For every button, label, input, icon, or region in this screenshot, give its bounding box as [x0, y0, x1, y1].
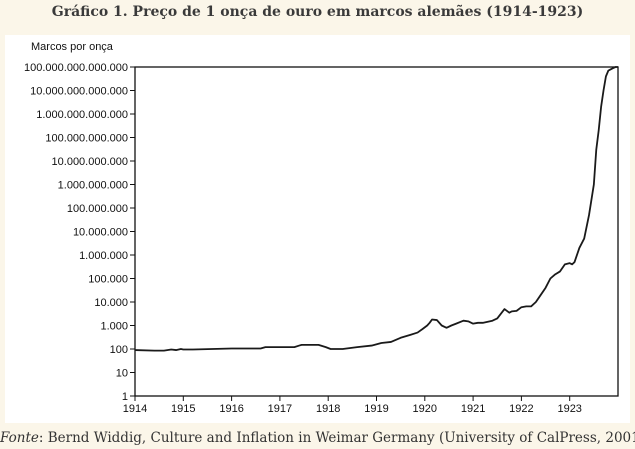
y-tick-label: 1.000.000.000: [58, 180, 128, 192]
y-tick-label: 1: [122, 391, 128, 403]
y-tick-label: 10.000.000: [73, 227, 128, 239]
y-tick-label: 1.000.000: [79, 250, 128, 262]
y-tick-label: 10.000.000.000: [52, 156, 128, 168]
y-tick-label: 100.000.000: [67, 203, 128, 215]
x-tick-label: 1915: [171, 403, 195, 415]
source-caption: Fonte: Bernd Widdig, Culture and Inflati…: [0, 430, 635, 446]
chart-panel: Marcos por onça 1 10 100 1.000 10.000 100.000…: [5, 35, 630, 423]
x-tick-label: 1920: [413, 403, 437, 415]
y-axis: 1 10 100 1.000 10.000 100.000 1.000.000 10.000.…: [24, 62, 135, 403]
x-axis: 1914 1915 1916 1917 1918 1919 1920 1921 1922 1923: [123, 396, 582, 415]
source-label: Fonte: [0, 430, 39, 446]
chart-title: Gráfico 1. Preço de 1 onça de ouro em ma…: [51, 4, 584, 20]
y-axis-title: Marcos por onça: [31, 41, 114, 53]
source-text: : Bernd Widdig, Culture and Inflation in…: [38, 430, 635, 446]
y-tick-label: 10.000.000.000.000: [30, 86, 128, 98]
x-tick-label: 1919: [364, 403, 388, 415]
y-tick-label: 100: [110, 344, 128, 356]
y-tick-label: 10: [116, 368, 128, 380]
x-tick-label: 1916: [219, 403, 243, 415]
y-tick-label: 100.000.000.000: [45, 133, 128, 145]
x-tick-label: 1923: [557, 403, 581, 415]
series-line: [134, 66, 618, 352]
y-tick-label: 10.000: [94, 297, 128, 309]
y-tick-label: 1.000: [100, 321, 128, 333]
x-tick-label: 1914: [123, 403, 147, 415]
y-tick-label: 100.000: [88, 274, 128, 286]
y-tick-label: 1.000.000.000.000: [36, 109, 128, 121]
x-tick-label: 1918: [316, 403, 340, 415]
gold-price-line-chart: Marcos por onça 1 10 100 1.000 10.000 100.000…: [24, 41, 619, 415]
x-tick-label: 1922: [509, 403, 533, 415]
x-tick-label: 1917: [268, 403, 292, 415]
plot-frame: [134, 66, 619, 397]
y-tick-label: 100.000.000.000.000: [24, 62, 128, 74]
x-tick-label: 1921: [461, 403, 485, 415]
